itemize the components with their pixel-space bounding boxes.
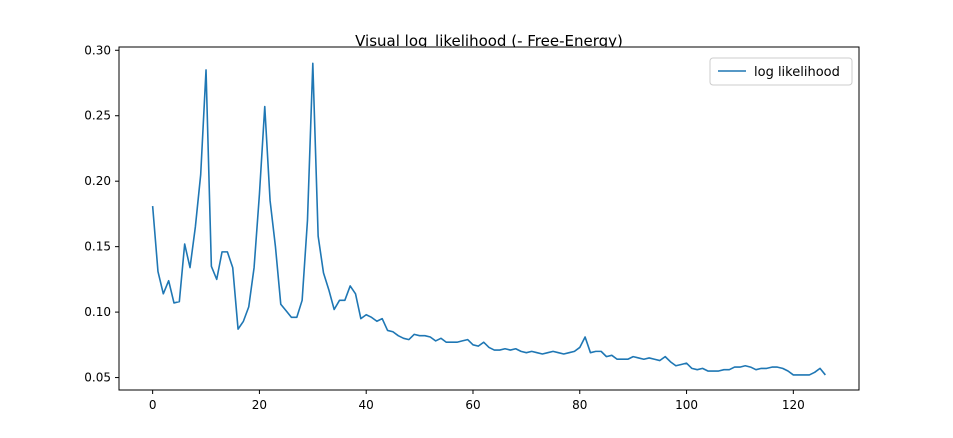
- plot-area: [119, 47, 859, 390]
- y-tick-label: 0.15: [84, 240, 111, 254]
- y-tick-label: 0.30: [84, 43, 111, 57]
- legend: log likelihood: [709, 57, 853, 86]
- chart-title: Visual log_likelihood (- Free-Energy): [355, 32, 623, 51]
- x-tick-label: 20: [252, 398, 267, 412]
- y-tick-label: 0.20: [84, 174, 111, 188]
- y-tick-label: 0.25: [84, 109, 111, 123]
- x-tick-label: 80: [572, 398, 587, 412]
- legend-box: [709, 57, 853, 86]
- x-tick-label: 60: [465, 398, 480, 412]
- plot-frame: [118, 46, 860, 391]
- x-tick-label: 40: [359, 398, 374, 412]
- x-axis: 0 20 40 60 80 100 120: [149, 390, 805, 412]
- log-likelihood-line: [151, 62, 826, 376]
- y-tick-label: 0.10: [84, 305, 111, 319]
- x-tick-label: 100: [675, 398, 698, 412]
- x-tick-label: 120: [782, 398, 805, 412]
- y-tick-label: 0.05: [84, 371, 111, 385]
- y-axis: 0.05 0.10 0.15 0.20 0.25 0.30: [84, 43, 119, 385]
- x-tick-label: 0: [149, 398, 157, 412]
- legend-label: log likelihood: [754, 65, 840, 80]
